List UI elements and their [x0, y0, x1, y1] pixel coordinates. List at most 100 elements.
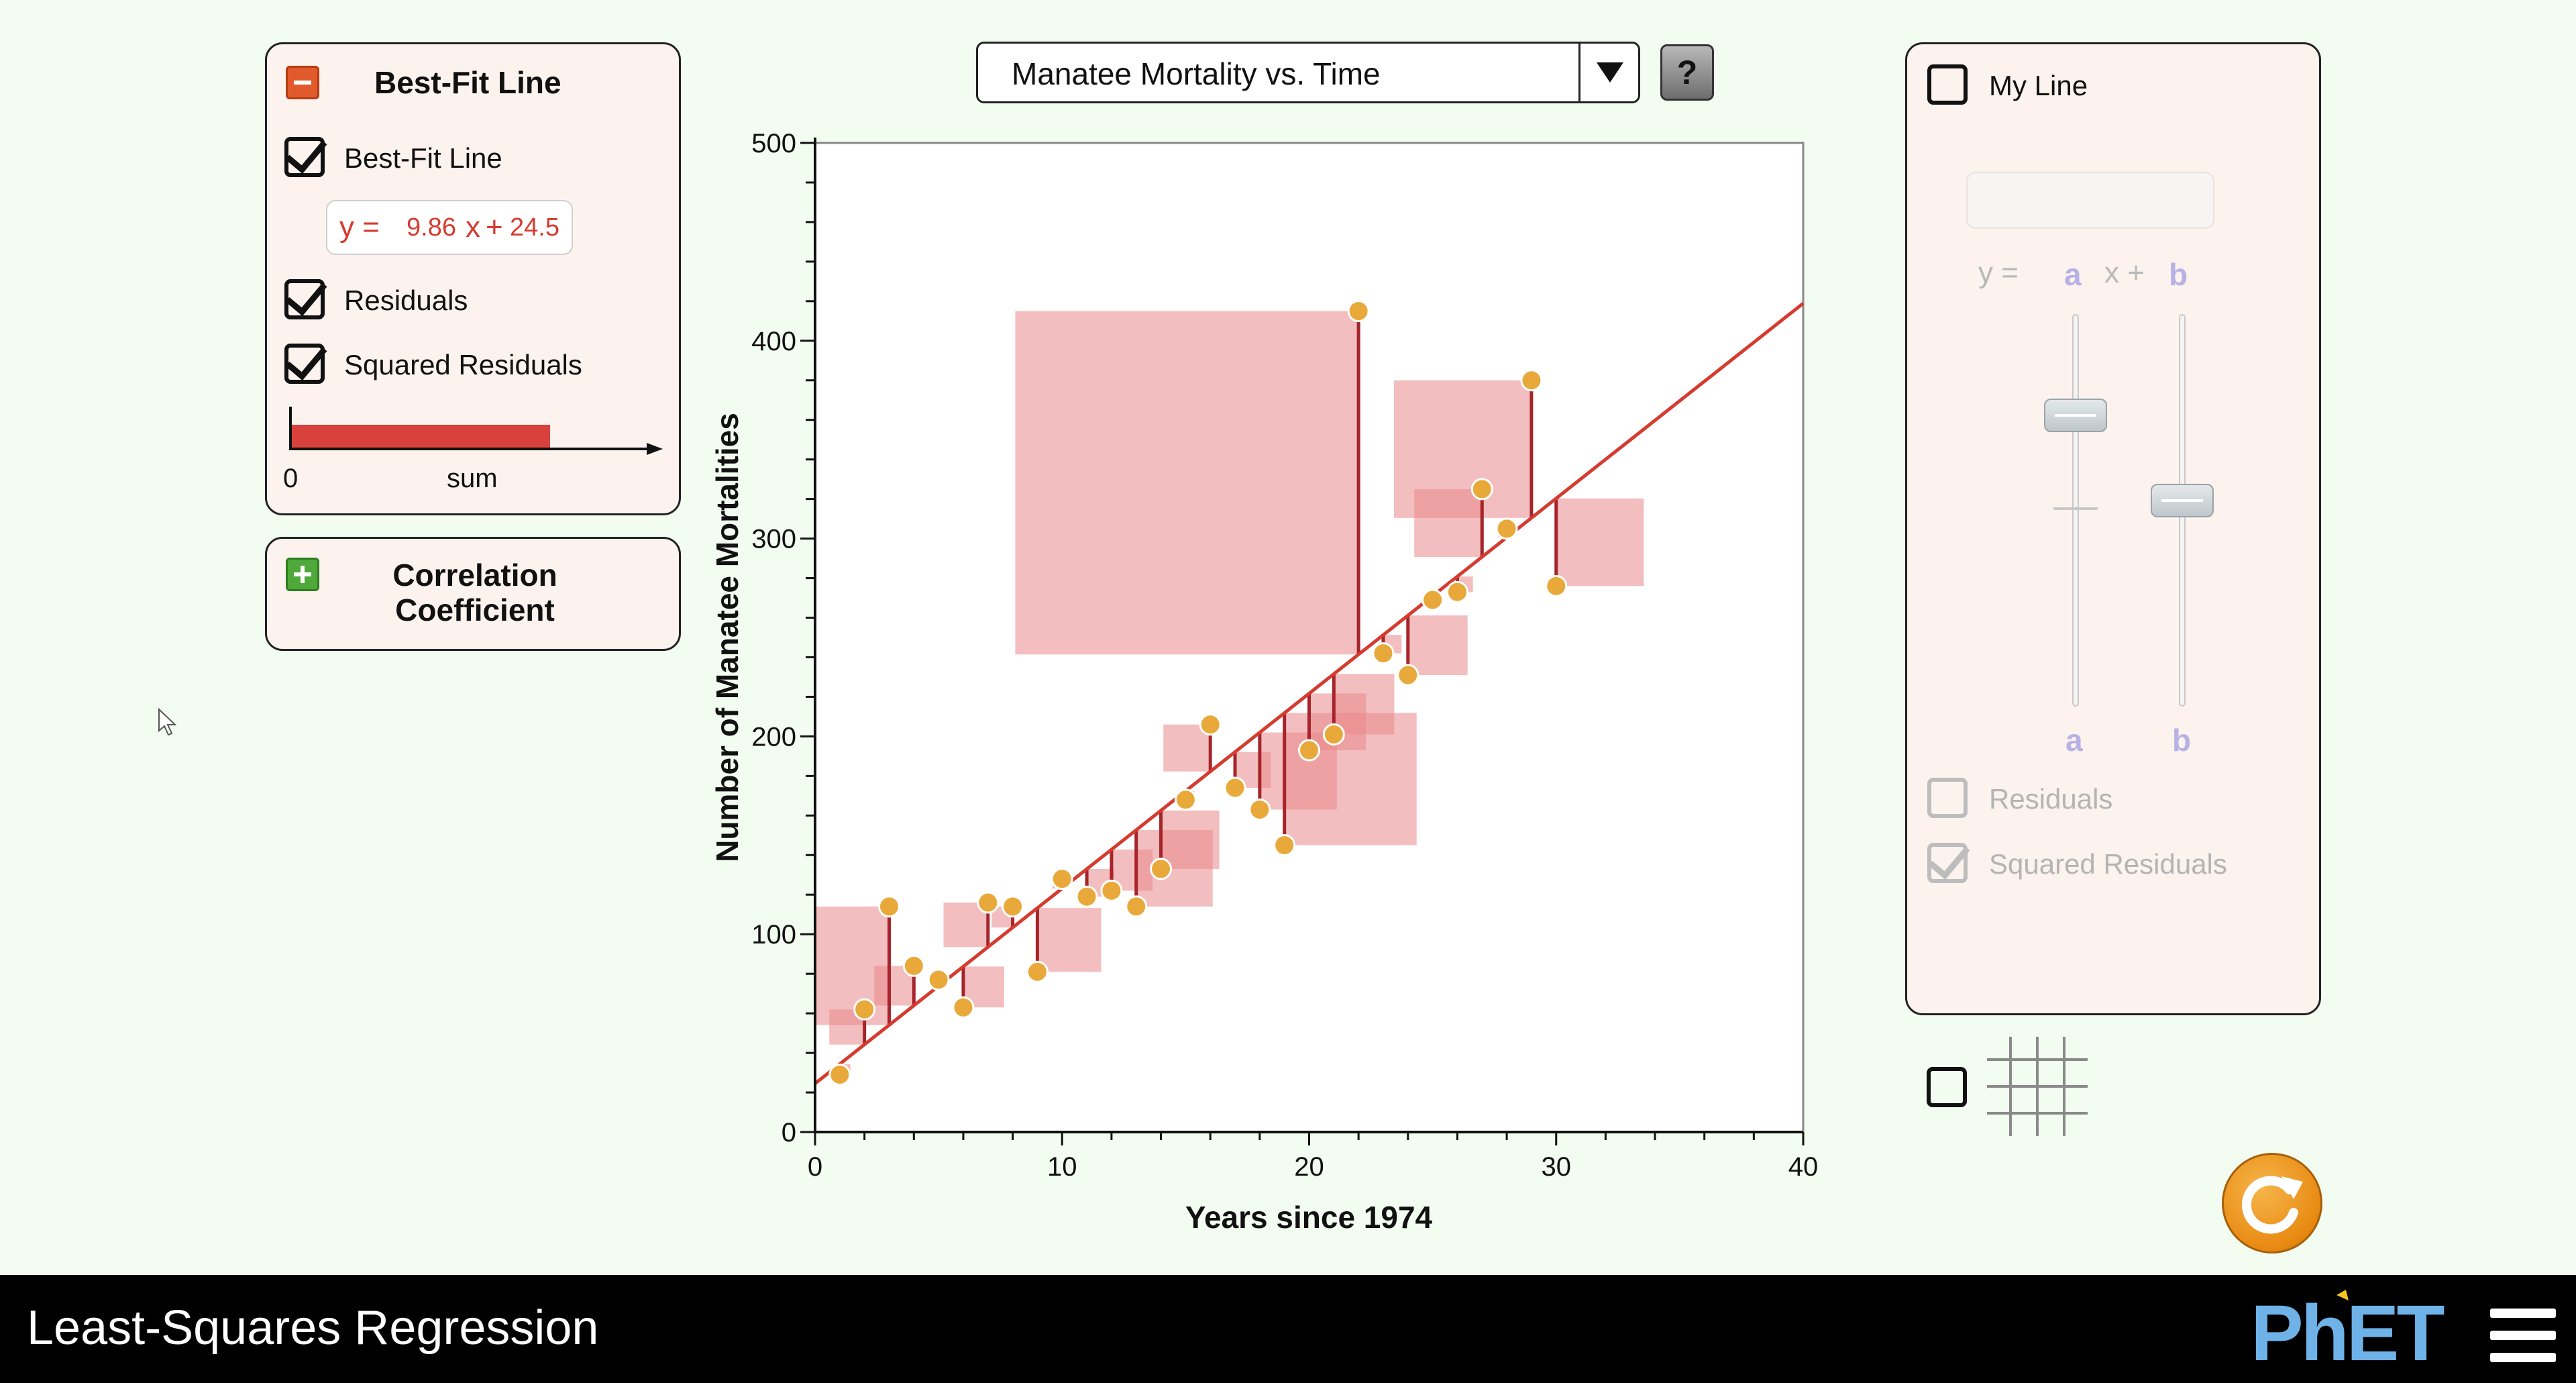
- best-fit-line: [814, 302, 1805, 1085]
- data-point-22[interactable]: [1347, 300, 1370, 323]
- x-axis-label: Years since 1974: [1185, 1200, 1433, 1235]
- my-line-squared-residuals-checkbox[interactable]: [1927, 843, 1968, 883]
- combo-divider: [1578, 44, 1580, 101]
- data-point-26[interactable]: [1446, 580, 1468, 603]
- correlation-coefficient-panel: Correlation Coefficient: [265, 537, 681, 651]
- squared-residual-9: [1037, 908, 1102, 972]
- x-tick-label: 20: [1294, 1152, 1324, 1182]
- data-point-28[interactable]: [1495, 517, 1518, 540]
- slider-a-track[interactable]: [2072, 314, 2079, 707]
- expand-plus-icon[interactable]: [286, 558, 319, 591]
- data-point-6[interactable]: [952, 996, 975, 1019]
- data-point-27[interactable]: [1470, 478, 1493, 501]
- y-tick-label: 100: [751, 920, 796, 950]
- my-line-a: a: [2064, 257, 2082, 292]
- slider-b-label: b: [2172, 723, 2192, 758]
- x-tick-label: 10: [1047, 1152, 1077, 1182]
- y-tick-label: 400: [751, 327, 796, 356]
- data-point-25[interactable]: [1421, 588, 1444, 611]
- data-point-7[interactable]: [977, 891, 1000, 914]
- y-axis-label: Number of Manatee Mortalities: [710, 413, 745, 862]
- hamburger-menu-icon[interactable]: [2490, 1309, 2556, 1362]
- my-line-y-eq: y =: [1978, 256, 2019, 289]
- data-point-5[interactable]: [927, 968, 950, 991]
- squared-residuals-label: Squared Residuals: [344, 349, 582, 380]
- slider-a-thumb[interactable]: [2044, 399, 2107, 432]
- y-tick-label: 0: [782, 1118, 796, 1147]
- y-tick-label: 300: [751, 525, 796, 554]
- slider-b-thumb[interactable]: [2151, 484, 2214, 517]
- correlation-title-line2: Coefficient: [395, 593, 555, 627]
- x-tick-label: 0: [808, 1152, 822, 1182]
- collapse-minus-icon[interactable]: [286, 66, 319, 99]
- squared-residual-21: [1334, 674, 1395, 735]
- x-tick-label: 30: [1542, 1152, 1572, 1182]
- phet-logo-text: PhET: [2251, 1290, 2444, 1370]
- my-line-equation-box: [1966, 172, 2214, 229]
- sim-title: Least-Squares Regression: [27, 1301, 599, 1355]
- squared-residual-22: [1015, 311, 1359, 655]
- reset-icon: [2241, 1176, 2303, 1234]
- navigation-bar: Least-Squares Regression PhET: [0, 1275, 2576, 1383]
- dataset-selected-value: Manatee Mortality vs. Time: [1012, 56, 1381, 91]
- equation-intercept: 24.5: [510, 213, 559, 242]
- data-point-21[interactable]: [1322, 723, 1345, 746]
- data-point-16[interactable]: [1199, 713, 1222, 736]
- data-point-30[interactable]: [1545, 574, 1568, 597]
- data-point-15[interactable]: [1174, 788, 1197, 811]
- data-point-9[interactable]: [1026, 960, 1049, 983]
- equation-plus: +: [486, 211, 503, 244]
- squared-residuals-checkbox[interactable]: [284, 344, 325, 384]
- best-fit-line-checkbox[interactable]: [284, 137, 325, 177]
- data-point-14[interactable]: [1150, 858, 1173, 880]
- data-point-3[interactable]: [877, 895, 900, 918]
- data-point-10[interactable]: [1051, 868, 1073, 890]
- data-point-20[interactable]: [1298, 739, 1320, 762]
- data-point-23[interactable]: [1372, 642, 1395, 665]
- my-line-residuals-label: Residuals: [1989, 783, 2113, 815]
- data-point-29[interactable]: [1520, 369, 1543, 392]
- squared-residual-29: [1393, 380, 1532, 518]
- sum-label: sum: [447, 464, 498, 493]
- equation-slope: 9.86: [407, 213, 456, 242]
- slider-a-label: a: [2065, 723, 2083, 758]
- squared-residual-30: [1556, 498, 1644, 586]
- dataset-combo-box[interactable]: Manatee Mortality vs. Time: [976, 42, 1640, 103]
- data-point-12[interactable]: [1100, 879, 1123, 902]
- my-line-checkbox[interactable]: [1927, 64, 1968, 105]
- my-line-squared-residuals-label: Squared Residuals: [1989, 848, 2227, 880]
- data-point-1[interactable]: [828, 1064, 851, 1086]
- my-line-residuals-checkbox[interactable]: [1927, 778, 1968, 818]
- data-point-2[interactable]: [853, 998, 876, 1021]
- data-point-17[interactable]: [1224, 776, 1246, 799]
- correlation-coefficient-title: Correlation Coefficient: [267, 558, 683, 627]
- slider-a-zero-tick: [2053, 507, 2098, 510]
- my-line-b: b: [2169, 257, 2188, 292]
- phet-logo-icon[interactable]: PhET: [2251, 1290, 2479, 1370]
- data-point-13[interactable]: [1125, 895, 1148, 918]
- data-point-4[interactable]: [902, 954, 925, 977]
- help-button[interactable]: ?: [1660, 44, 1714, 101]
- squared-residual-24: [1407, 615, 1468, 676]
- my-line-x-plus: x +: [2104, 256, 2145, 289]
- equation-x: x: [466, 211, 480, 244]
- chevron-down-icon[interactable]: [1597, 62, 1623, 83]
- my-line-panel: My Line y = a x + b a b Residuals Square…: [1905, 42, 2321, 1015]
- x-tick-label: 40: [1788, 1152, 1819, 1182]
- correlation-title-line1: Correlation: [392, 558, 557, 593]
- mouse-cursor-icon: [158, 708, 177, 736]
- reset-all-button[interactable]: [2222, 1153, 2322, 1253]
- sum-squared-residuals-bar: [289, 407, 663, 455]
- grid-checkbox[interactable]: [1927, 1067, 1967, 1107]
- data-point-18[interactable]: [1248, 798, 1271, 821]
- residuals-checkbox[interactable]: [284, 279, 325, 319]
- sum-bar-fill: [292, 425, 550, 448]
- best-fit-line-label: Best-Fit Line: [344, 142, 502, 174]
- residuals-label: Residuals: [344, 285, 468, 316]
- data-point-11[interactable]: [1075, 885, 1098, 908]
- best-fit-line-panel: Best-Fit Line Best-Fit Line y = 9.86 x +…: [265, 42, 681, 515]
- data-point-24[interactable]: [1397, 664, 1419, 686]
- data-point-8[interactable]: [1002, 895, 1024, 918]
- data-point-19[interactable]: [1273, 834, 1296, 857]
